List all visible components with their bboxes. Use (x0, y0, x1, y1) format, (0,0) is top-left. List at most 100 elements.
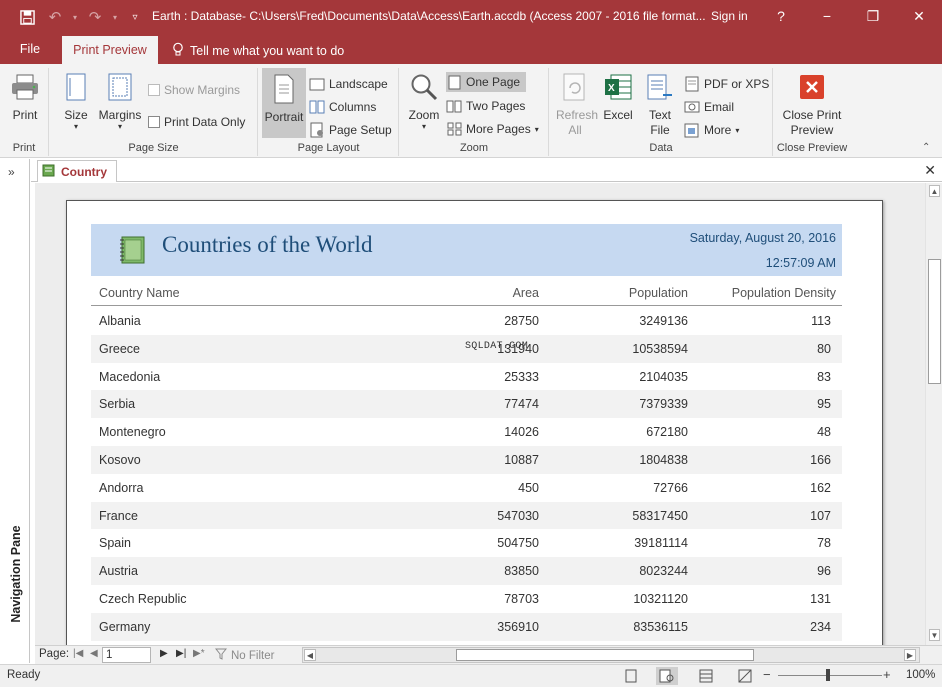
two-pages-label: Two Pages (466, 99, 526, 113)
restore-button[interactable]: ❐ (866, 7, 880, 24)
report-page: Countries of the World Saturday, August … (66, 200, 883, 645)
table-row: Montenegro 14026 672180 48 (91, 418, 842, 446)
cell-density: 131 (810, 591, 831, 606)
horizontal-scrollbar[interactable]: ◀ ▶ (302, 647, 920, 663)
page-setup-icon (309, 122, 325, 138)
tell-me-box[interactable]: Tell me what you want to do (172, 42, 344, 60)
landscape-button[interactable]: Landscape (309, 74, 388, 94)
ribbon: Print Print Size ▾ Margins ▾ Show Margin… (0, 64, 942, 158)
navigation-pane[interactable]: » Navigation Pane (0, 159, 30, 663)
scroll-down-icon[interactable]: ▼ (929, 629, 940, 641)
cell-density: 96 (817, 564, 831, 579)
size-button[interactable]: Size ▾ (60, 70, 92, 131)
no-filter-button[interactable]: No Filter (214, 648, 274, 663)
design-view-icon[interactable] (734, 667, 756, 685)
cell-population: 58317450 (632, 508, 688, 523)
print-button[interactable]: Print (7, 70, 43, 122)
one-page-button[interactable]: One Page (446, 72, 527, 92)
next-page-icon[interactable]: ▶ (160, 648, 168, 659)
cell-population: 83536115 (633, 619, 688, 634)
zoom-button[interactable]: Zoom ▾ (404, 70, 444, 131)
zoom-slider-knob[interactable] (826, 669, 830, 681)
page-number-input[interactable]: 1 (102, 647, 151, 663)
page-setup-button[interactable]: Page Setup (309, 120, 392, 140)
cell-area: 77474 (504, 397, 539, 412)
scroll-left-icon[interactable]: ◀ (304, 649, 316, 661)
portrait-button[interactable]: Portrait (262, 68, 306, 138)
last-page-icon[interactable]: ▶| (176, 648, 187, 659)
checkbox-icon (148, 84, 160, 96)
pdf-or-xps-button[interactable]: PDF or XPS (684, 74, 769, 94)
tab-file[interactable]: File (19, 42, 41, 56)
zoom-in-icon[interactable]: + (883, 667, 891, 682)
lightbulb-icon (172, 42, 184, 60)
undo-icon[interactable]: ↶ (48, 9, 62, 26)
columns-button[interactable]: Columns (309, 97, 376, 117)
scroll-right-icon[interactable]: ▶ (904, 649, 916, 661)
pdf-or-xps-label: PDF or XPS (704, 77, 770, 91)
page-size-group: Size ▾ Margins ▾ Show Margins Print Data… (50, 68, 258, 156)
margins-button[interactable]: Margins ▾ (97, 70, 143, 131)
email-button[interactable]: Email (684, 97, 734, 117)
two-pages-button[interactable]: Two Pages (446, 96, 525, 116)
show-margins-checkbox[interactable]: Show Margins (148, 80, 240, 100)
new-record-icon[interactable]: ▶* (193, 648, 205, 659)
save-icon[interactable] (14, 4, 40, 30)
tab-country-report[interactable]: Country (37, 160, 117, 182)
more-pages-button[interactable]: More Pages ▾ (446, 119, 539, 139)
zoom-slider[interactable] (778, 669, 882, 681)
previous-page-icon[interactable]: ◀ (90, 648, 98, 659)
cell-population: 672180 (646, 425, 688, 440)
report-view-icon[interactable] (620, 667, 642, 685)
more-pages-icon (446, 121, 462, 137)
text-file-button[interactable]: Text File (642, 70, 678, 138)
table-row: Albania 28750 3249136 113 (91, 307, 842, 335)
scroll-up-icon[interactable]: ▲ (929, 185, 940, 197)
redo-dropdown-icon[interactable]: ▾ (112, 12, 117, 22)
undo-dropdown-icon[interactable]: ▾ (72, 12, 77, 22)
refresh-all-label: Refresh All (556, 108, 599, 137)
customize-toolbar-icon[interactable]: ▿ (132, 11, 138, 23)
tab-print-preview[interactable]: Print Preview (62, 36, 158, 64)
vertical-scroll-thumb[interactable] (928, 259, 941, 384)
first-page-icon[interactable]: |◀ (73, 648, 84, 659)
cell-country: Germany (99, 619, 151, 634)
print-preview-view-icon[interactable] (656, 667, 678, 685)
zoom-out-icon[interactable]: − (763, 667, 771, 682)
horizontal-scroll-thumb[interactable] (456, 649, 754, 661)
redo-icon[interactable]: ↷ (88, 9, 102, 26)
cell-area: 547030 (497, 508, 539, 523)
sign-in-link[interactable]: Sign in (711, 9, 748, 23)
cell-population: 10321120 (633, 591, 688, 606)
chevron-down-icon: ▾ (117, 122, 122, 131)
window-title: Earth : Database- C:\Users\Fred\Document… (152, 9, 706, 23)
help-button[interactable]: ? (777, 8, 785, 24)
zoom-percent[interactable]: 100% (906, 669, 936, 681)
close-preview-group: Close Print Preview Close Preview (774, 68, 850, 156)
refresh-all-button[interactable]: Refresh All (556, 70, 599, 138)
one-page-icon (446, 74, 462, 90)
page-size-group-label: Page Size (128, 142, 179, 154)
more-export-label: More (704, 123, 732, 137)
table-row: France 547030 58317450 107 (91, 501, 842, 530)
cell-density: 234 (810, 619, 831, 634)
close-print-preview-button[interactable]: Close Print Preview (779, 70, 845, 138)
cell-area: 78703 (504, 591, 539, 606)
close-window-button[interactable]: ✕ (913, 7, 925, 24)
printer-icon (8, 70, 42, 104)
excel-button[interactable]: X Excel (598, 70, 638, 122)
print-data-only-checkbox[interactable]: Print Data Only (148, 112, 245, 132)
more-export-button[interactable]: More ▾ (684, 120, 739, 140)
zoom-group-label: Zoom (459, 142, 489, 154)
email-label: Email (704, 100, 735, 114)
column-header-country-name: Country Name (99, 286, 180, 300)
table-row: Macedonia 25333 2104035 83 (91, 363, 842, 391)
cell-density: 162 (810, 480, 831, 495)
collapse-ribbon-icon[interactable]: ⌃ (922, 142, 931, 153)
close-document-icon[interactable]: ✕ (924, 162, 936, 178)
expand-nav-pane-icon[interactable]: » (8, 165, 15, 179)
vertical-scrollbar[interactable]: ▲ ▼ (925, 183, 942, 645)
print-preview-area[interactable]: Countries of the World Saturday, August … (35, 183, 925, 645)
layout-view-icon[interactable] (695, 667, 717, 685)
minimize-button[interactable]: − (822, 8, 832, 24)
